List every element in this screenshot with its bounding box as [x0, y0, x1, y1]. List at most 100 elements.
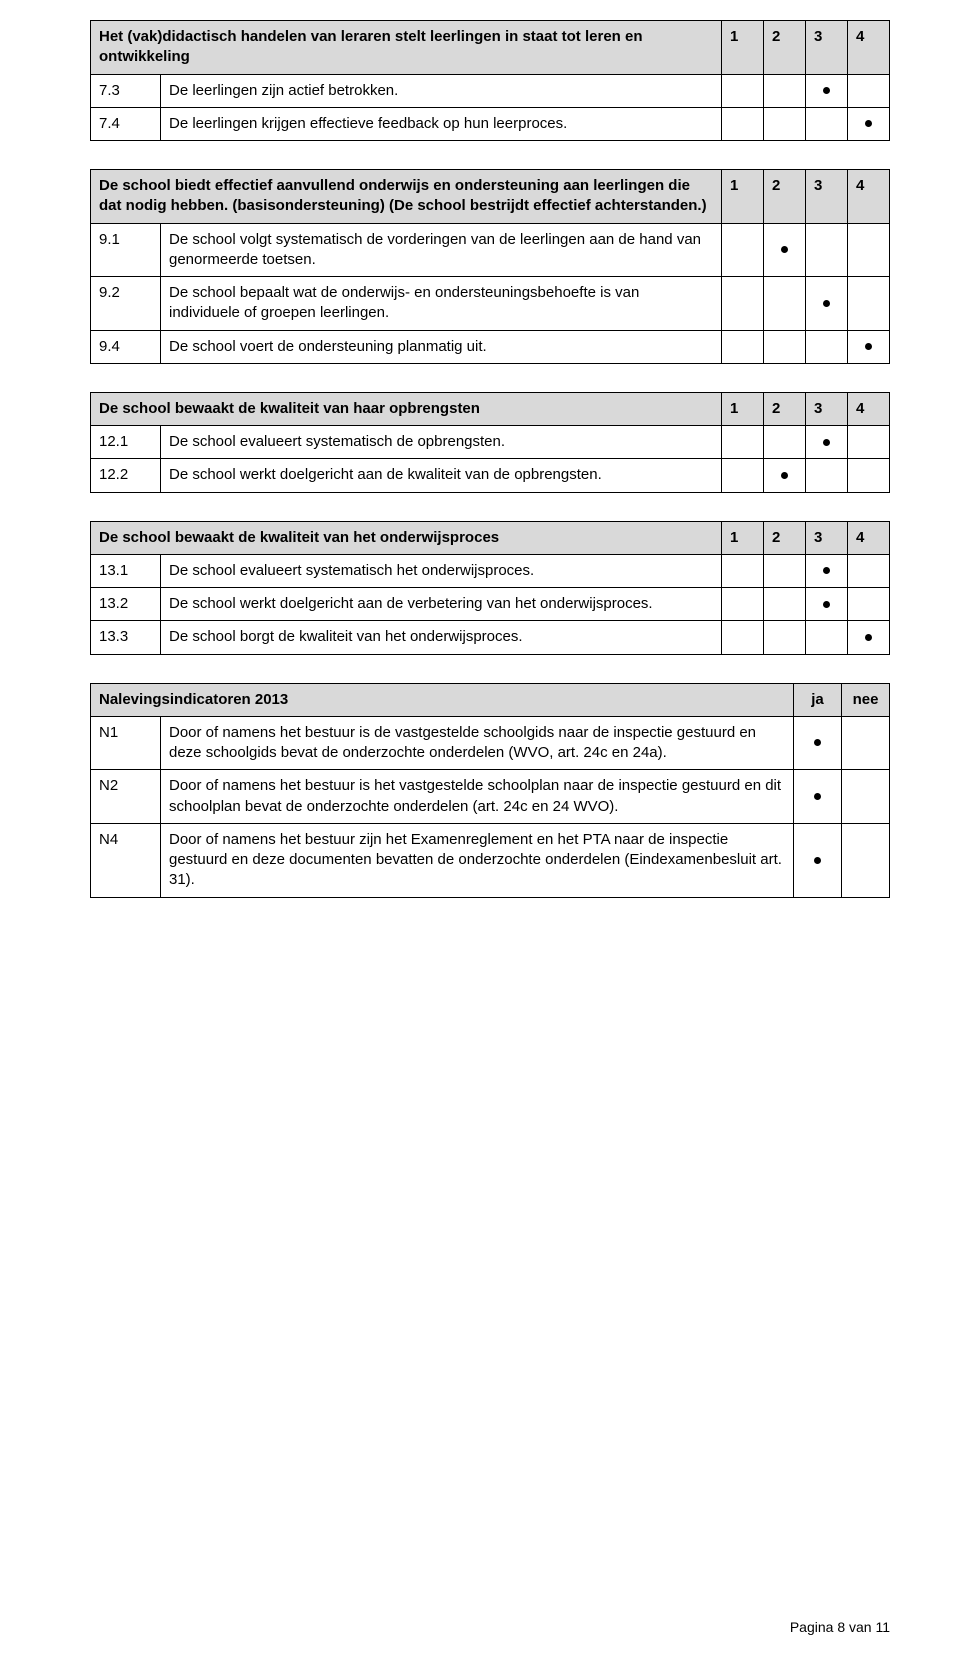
score-cell: [806, 588, 848, 621]
row-code: 13.2: [91, 588, 161, 621]
score-cell: [722, 459, 764, 492]
row-text: De leerlingen zijn actief betrokken.: [161, 74, 722, 107]
score-cell: [764, 554, 806, 587]
score-cell: [722, 554, 764, 587]
score-cell: [806, 621, 848, 654]
table-compliance: Nalevingsindicatoren 2013 ja nee N1 Door…: [90, 683, 890, 898]
row-code: 13.3: [91, 621, 161, 654]
dot-icon: [781, 246, 788, 253]
score-cell: [806, 74, 848, 107]
row-code: N4: [91, 823, 161, 897]
score-cell: [848, 554, 890, 587]
row-text: Door of namens het bestuur is het vastge…: [161, 770, 794, 824]
table-block-1: De school biedt effectief aanvullend ond…: [90, 169, 890, 364]
yn-cell: [842, 770, 890, 824]
dot-icon: [823, 300, 830, 307]
table-row: 13.2 De school werkt doelgericht aan de …: [91, 588, 890, 621]
row-code: 12.2: [91, 459, 161, 492]
table-row: 7.3 De leerlingen zijn actief betrokken.: [91, 74, 890, 107]
dot-icon: [823, 567, 830, 574]
table-row: 9.4 De school voert de ondersteuning pla…: [91, 330, 890, 363]
row-text: De leerlingen krijgen effectieve feedbac…: [161, 107, 722, 140]
table-block-0: Het (vak)didactisch handelen van leraren…: [90, 20, 890, 141]
table-header-row: Het (vak)didactisch handelen van leraren…: [91, 21, 890, 75]
row-code: 9.2: [91, 277, 161, 331]
row-code: 9.4: [91, 330, 161, 363]
table-row: 12.1 De school evalueert systematisch de…: [91, 426, 890, 459]
dot-icon: [823, 601, 830, 608]
yn-cell: [842, 823, 890, 897]
row-code: 7.3: [91, 74, 161, 107]
row-text: De school volgt systematisch de vorderin…: [161, 223, 722, 277]
yn-cell: [794, 716, 842, 770]
dot-icon: [865, 634, 872, 641]
col-header: 3: [806, 521, 848, 554]
col-header: 4: [848, 392, 890, 425]
col-header: 3: [806, 392, 848, 425]
score-cell: [764, 107, 806, 140]
col-header: 1: [722, 170, 764, 224]
col-header-nee: nee: [842, 683, 890, 716]
row-code: 9.1: [91, 223, 161, 277]
col-header: 3: [806, 170, 848, 224]
row-text: Door of namens het bestuur is de vastges…: [161, 716, 794, 770]
table-row: N1 Door of namens het bestuur is de vast…: [91, 716, 890, 770]
score-cell: [764, 277, 806, 331]
dot-icon: [781, 472, 788, 479]
score-cell: [848, 459, 890, 492]
score-cell: [722, 223, 764, 277]
yn-cell: [842, 716, 890, 770]
col-header-ja: ja: [794, 683, 842, 716]
col-header: 4: [848, 21, 890, 75]
block-header: De school biedt effectief aanvullend ond…: [91, 170, 722, 224]
page-footer: Pagina 8 van 11: [790, 1619, 890, 1635]
score-cell: [848, 74, 890, 107]
score-cell: [764, 459, 806, 492]
table-row: 13.3 De school borgt de kwaliteit van he…: [91, 621, 890, 654]
score-cell: [848, 330, 890, 363]
dot-icon: [865, 120, 872, 127]
score-cell: [722, 621, 764, 654]
compliance-header: Nalevingsindicatoren 2013: [91, 683, 794, 716]
row-code: 13.1: [91, 554, 161, 587]
score-cell: [722, 588, 764, 621]
table-row: 9.1 De school volgt systematisch de vord…: [91, 223, 890, 277]
table-header-row: De school bewaakt de kwaliteit van het o…: [91, 521, 890, 554]
score-cell: [806, 277, 848, 331]
col-header: 4: [848, 521, 890, 554]
page: Het (vak)didactisch handelen van leraren…: [0, 0, 960, 1675]
score-cell: [848, 426, 890, 459]
row-text: De school evalueert systematisch het ond…: [161, 554, 722, 587]
score-cell: [722, 74, 764, 107]
row-text: De school voert de ondersteuning planmat…: [161, 330, 722, 363]
col-header: 1: [722, 392, 764, 425]
col-header: 1: [722, 21, 764, 75]
score-cell: [848, 588, 890, 621]
score-cell: [764, 223, 806, 277]
dot-icon: [823, 87, 830, 94]
dot-icon: [823, 439, 830, 446]
dot-icon: [814, 793, 821, 800]
block-header: De school bewaakt de kwaliteit van haar …: [91, 392, 722, 425]
score-cell: [764, 621, 806, 654]
score-cell: [764, 426, 806, 459]
score-cell: [722, 330, 764, 363]
row-text: De school borgt de kwaliteit van het ond…: [161, 621, 722, 654]
table-row: 7.4 De leerlingen krijgen effectieve fee…: [91, 107, 890, 140]
score-cell: [848, 223, 890, 277]
score-cell: [806, 330, 848, 363]
score-cell: [806, 107, 848, 140]
table-block-2: De school bewaakt de kwaliteit van haar …: [90, 392, 890, 493]
table-block-3: De school bewaakt de kwaliteit van het o…: [90, 521, 890, 655]
dot-icon: [865, 343, 872, 350]
yn-cell: [794, 823, 842, 897]
row-code: N1: [91, 716, 161, 770]
table-row: N4 Door of namens het bestuur zijn het E…: [91, 823, 890, 897]
row-code: 12.1: [91, 426, 161, 459]
row-text: Door of namens het bestuur zijn het Exam…: [161, 823, 794, 897]
row-text: De school werkt doelgericht aan de kwali…: [161, 459, 722, 492]
table-row: N2 Door of namens het bestuur is het vas…: [91, 770, 890, 824]
score-cell: [806, 426, 848, 459]
dot-icon: [814, 739, 821, 746]
score-cell: [764, 330, 806, 363]
